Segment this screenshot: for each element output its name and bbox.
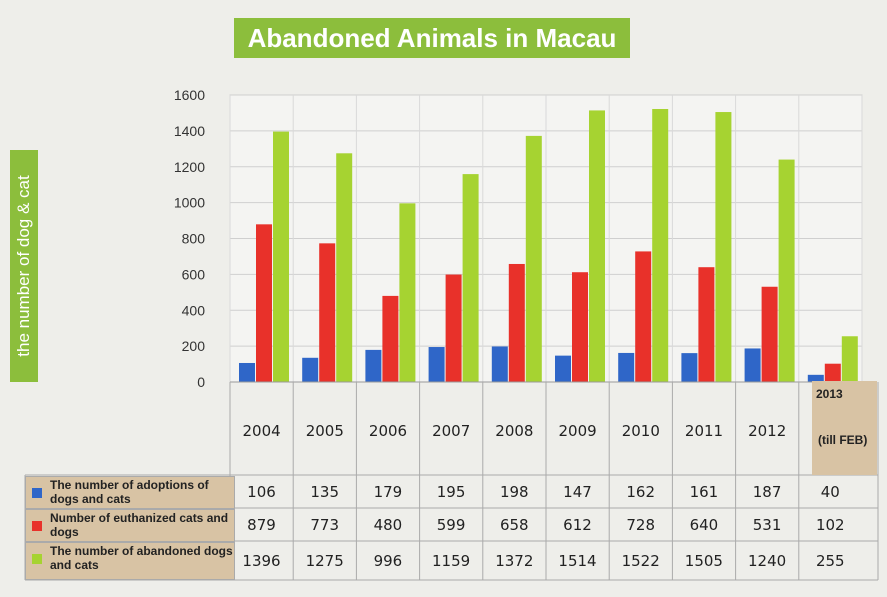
bar-euthanized (698, 267, 715, 382)
bar-adoptions (555, 355, 571, 382)
x-tick-label: 2008 (495, 422, 533, 440)
x-tick-label: 2012 (748, 422, 786, 440)
bar-adoptions (807, 374, 824, 382)
bar-abandoned (589, 110, 605, 383)
bar-abandoned (652, 108, 669, 383)
y-axis-label-box (10, 150, 38, 382)
bar-abandoned (778, 159, 795, 382)
bar-abandoned (715, 112, 732, 383)
x-tick-label: 2010 (622, 422, 660, 440)
x-tick-label: 2007 (432, 422, 470, 440)
bar-adoptions (618, 352, 635, 382)
x-tick-label: 2004 (243, 422, 281, 440)
bar-euthanized (572, 272, 588, 382)
bar-euthanized (256, 224, 272, 382)
y-tick-label: 400 (182, 302, 206, 318)
y-tick-label: 1400 (174, 123, 205, 139)
bar-abandoned (399, 203, 416, 382)
bar-euthanized (635, 251, 652, 382)
bar-euthanized (824, 363, 841, 382)
bar-abandoned (841, 336, 858, 382)
bar-euthanized (445, 274, 462, 382)
bar-euthanized (382, 295, 399, 382)
y-tick-label: 1000 (174, 195, 205, 211)
y-tick-label: 0 (197, 374, 205, 390)
chart-title: Abandoned Animals in Macau (234, 18, 630, 58)
bar-adoptions (302, 357, 319, 382)
bar-adoptions (365, 349, 382, 382)
bar-euthanized (761, 286, 778, 382)
bar-abandoned (462, 174, 479, 382)
bar-euthanized (319, 243, 336, 382)
bar-adoptions (428, 347, 445, 382)
x-tick-label: 2009 (559, 422, 597, 440)
y-tick-label: 600 (182, 266, 206, 282)
x-tick-label: 2006 (369, 422, 407, 440)
y-tick-label: 1600 (174, 87, 205, 103)
bar-abandoned (336, 153, 353, 382)
bar-abandoned (525, 135, 542, 382)
bar-euthanized (508, 263, 525, 382)
x-tick-label: 2011 (685, 422, 723, 440)
y-tick-label: 800 (182, 231, 206, 247)
x-tick-label: 2005 (306, 422, 344, 440)
bar-adoptions (681, 353, 698, 382)
y-tick-label: 1200 (174, 159, 205, 175)
y-tick-label: 200 (182, 338, 206, 354)
bar-adoptions (744, 348, 761, 382)
bar-adoptions (239, 362, 255, 382)
bar-abandoned (273, 131, 289, 382)
bar-adoptions (491, 346, 508, 382)
